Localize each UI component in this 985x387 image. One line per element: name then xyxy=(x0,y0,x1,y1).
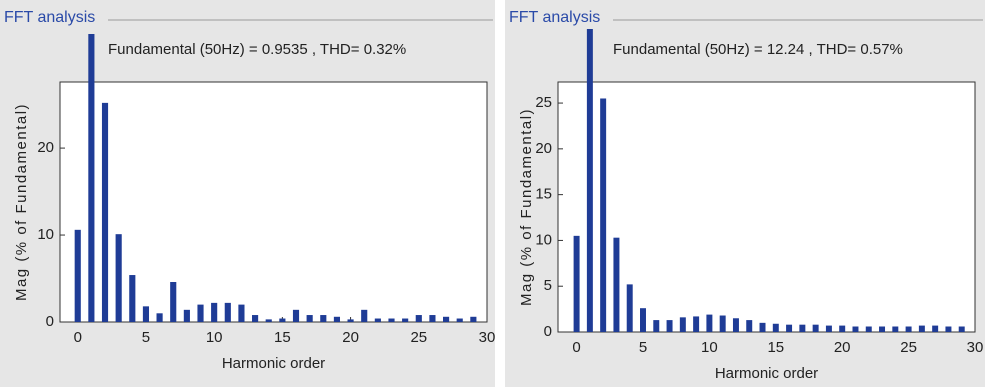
bar xyxy=(197,304,204,322)
bar xyxy=(892,326,899,332)
bar xyxy=(374,318,381,322)
bar xyxy=(732,318,739,332)
annotation: Fundamental (50Hz) = 0.9535 , THD= 0.32% xyxy=(108,41,406,58)
bar xyxy=(279,318,286,322)
x-tick-label: 15 xyxy=(274,329,291,346)
y-tick-label: 20 xyxy=(535,140,552,157)
bar xyxy=(945,326,952,332)
y-tick-label: 15 xyxy=(535,186,552,203)
bar xyxy=(320,315,327,322)
bar xyxy=(746,320,753,332)
bar xyxy=(640,308,646,332)
plot-area xyxy=(557,81,976,333)
bar xyxy=(265,319,272,322)
x-tick-label: 25 xyxy=(900,339,917,356)
bar xyxy=(653,320,660,332)
x-tick-label: 0 xyxy=(572,339,580,356)
bar xyxy=(613,237,620,332)
bar xyxy=(415,315,422,322)
bar xyxy=(156,313,163,322)
bar xyxy=(759,322,766,332)
bar xyxy=(772,323,779,332)
x-tick-label: 20 xyxy=(834,339,851,356)
bar xyxy=(918,325,925,332)
bar xyxy=(101,102,109,322)
bar xyxy=(292,309,300,322)
bar xyxy=(456,318,463,322)
bar xyxy=(839,325,846,332)
bar xyxy=(361,309,368,322)
bar xyxy=(825,325,832,332)
bar xyxy=(573,235,580,332)
bar xyxy=(429,315,436,322)
y-tick-label: 20 xyxy=(37,139,54,156)
bar xyxy=(626,284,633,332)
bars xyxy=(74,34,477,322)
bar xyxy=(679,317,686,332)
bar xyxy=(879,326,886,332)
y-tick-label: 10 xyxy=(535,231,552,248)
y-tick-label: 5 xyxy=(544,277,552,294)
bar xyxy=(719,315,726,332)
y-tick-label: 25 xyxy=(535,94,552,111)
bar xyxy=(88,34,95,322)
x-tick-label: 0 xyxy=(74,329,82,346)
bar xyxy=(600,98,607,332)
bar xyxy=(706,314,713,332)
bar xyxy=(932,325,939,332)
bar xyxy=(799,324,806,332)
bar xyxy=(238,304,245,322)
bar xyxy=(252,315,259,322)
x-tick-label: 15 xyxy=(767,339,784,356)
bar xyxy=(693,316,700,332)
annotation: Fundamental (50Hz) = 12.24 , THD= 0.57% xyxy=(613,41,903,58)
panel-title: FFT analysis xyxy=(509,9,600,26)
bar xyxy=(443,316,450,322)
x-tick-label: 5 xyxy=(142,329,150,346)
bar xyxy=(306,315,313,322)
bar xyxy=(388,318,395,322)
bar xyxy=(786,324,793,332)
bar xyxy=(170,282,177,322)
bar xyxy=(402,318,409,322)
x-tick-label: 10 xyxy=(206,329,223,346)
x-tick-label: 30 xyxy=(479,329,496,346)
bar xyxy=(470,316,477,322)
bar xyxy=(224,302,231,322)
x-tick-label: 30 xyxy=(967,339,984,356)
bar xyxy=(586,29,593,332)
bars xyxy=(573,29,965,332)
bar xyxy=(211,302,218,322)
x-tick-label: 25 xyxy=(410,329,427,346)
bar xyxy=(666,320,673,332)
bar xyxy=(74,229,81,322)
y-tick-label: 0 xyxy=(544,323,552,340)
x-axis-label: Harmonic order xyxy=(222,355,325,372)
bar xyxy=(129,275,136,322)
x-tick-label: 20 xyxy=(342,329,359,346)
x-tick-label: 5 xyxy=(639,339,647,356)
x-axis-label: Harmonic order xyxy=(715,365,818,382)
bar xyxy=(812,324,819,332)
y-tick-label: 0 xyxy=(46,313,54,330)
y-axis-label: Mag (% of Fundamental) xyxy=(518,108,535,306)
x-tick-label: 10 xyxy=(701,339,718,356)
y-tick-label: 10 xyxy=(37,226,54,243)
bar xyxy=(142,306,150,322)
y-axis-label: Mag (% of Fundamental) xyxy=(13,103,30,301)
bar xyxy=(183,309,190,322)
bar xyxy=(865,326,872,332)
bar xyxy=(905,326,912,332)
bar xyxy=(333,316,341,322)
plot-area xyxy=(59,81,488,323)
bar xyxy=(958,326,965,332)
panel-title: FFT analysis xyxy=(4,9,95,26)
bar xyxy=(852,326,859,332)
bar xyxy=(347,319,354,322)
bar xyxy=(115,234,122,322)
